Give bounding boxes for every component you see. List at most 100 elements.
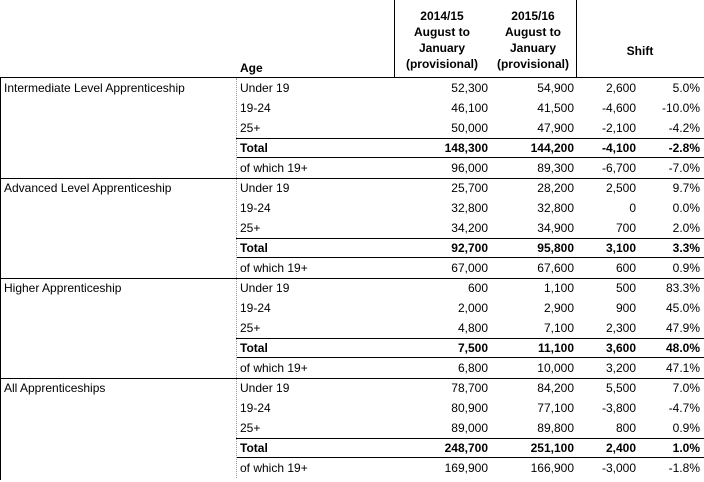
age-cell: Total [240,241,268,255]
value-2014-cell: 600 [467,281,488,295]
age-cell: Total [240,441,268,455]
value-2014-cell: 46,100 [451,101,488,115]
shift-cell: -6,700 [601,161,636,175]
age-cell: 25+ [240,421,261,435]
shift-pct-cell: -7.0% [668,161,700,175]
col-2015-line1: 2015/16 [511,9,555,23]
value-2014-cell: 92,700 [451,241,488,255]
age-cell: 19-24 [240,201,271,215]
value-2014-cell: 248,700 [444,441,488,455]
table-row: 25+ 89,000 89,800 800 0.9% [0,418,704,438]
shift-pct-cell: 0.9% [672,421,700,435]
value-2014-cell: 34,200 [451,221,488,235]
age-cell: of which 19+ [240,261,308,275]
shift-cell: -4,100 [601,141,636,155]
shift-pct-cell: 0.9% [672,261,700,275]
shift-cell: 3,600 [605,341,636,355]
table-row: All Apprenticeships Under 19 78,700 84,200 5… [0,378,704,398]
shift-pct-cell: -2.8% [668,141,700,155]
table-row: 19-24 46,100 41,500 -4,600 -10.0% [0,98,704,118]
total-top-rule [236,138,704,139]
value-2014-cell: 96,000 [451,161,488,175]
value-2014-cell: 7,500 [457,341,488,355]
table-row: Higher Apprenticeship Under 19 600 1,100 500… [0,278,704,298]
col-2015-header: 2015/16 August to January (provisional) [490,8,576,72]
level-label: Intermediate Level Apprenticeship [4,81,185,95]
shift-pct-cell: 7.0% [672,381,700,395]
shift-cell: -4,600 [601,101,636,115]
table-row: Total 248,700 251,100 2,400 1.0% [0,438,704,458]
value-2015-cell: 166,900 [530,461,574,475]
table-row: Intermediate Level Apprenticeship Under 1… [0,78,704,98]
value-2014-cell: 52,300 [451,81,488,95]
header-right-border [576,0,577,78]
col-2014-line3: January [418,41,466,55]
total-bottom-rule [236,457,704,458]
shift-cell: 900 [615,301,636,315]
col-2014-line2: August to [414,25,470,39]
shift-pct-cell: -10.0% [661,101,700,115]
shift-pct-cell: 45.0% [665,301,700,315]
value-2014-cell: 80,900 [451,401,488,415]
shift-pct-cell: 47.9% [665,321,700,335]
value-2015-cell: 77,100 [537,401,574,415]
shift-cell: -2,100 [601,121,636,135]
table-row: 25+ 34,200 34,900 700 2.0% [0,218,704,238]
shift-pct-cell: 2.0% [672,221,700,235]
total-top-rule [236,238,704,239]
value-2015-cell: 1,100 [543,281,574,295]
col-2015-line3: January [509,41,557,55]
shift-header: Shift [626,44,654,58]
age-cell: Under 19 [240,281,290,295]
shift-cell: 700 [615,221,636,235]
group-divider [0,278,704,279]
shift-cell: 2,300 [605,321,636,335]
table-row: of which 19+ 67,000 67,600 600 0.9% [0,258,704,278]
value-2014-cell: 78,700 [451,381,488,395]
table-left-border [0,78,1,480]
shift-cell: 2,600 [605,81,636,95]
total-bottom-rule [236,157,704,158]
table-row: Total 7,500 11,100 3,600 48.0% [0,338,704,358]
level-label: Advanced Level Apprenticeship [4,181,172,195]
shift-pct-cell: 83.3% [665,281,700,295]
value-2015-cell: 84,200 [537,381,574,395]
col-2015-line4: (provisional) [496,57,569,71]
value-2014-cell: 4,800 [457,321,488,335]
col-2014-line1: 2014/15 [420,9,464,23]
value-2014-cell: 50,000 [451,121,488,135]
level-label: All Apprenticeships [4,381,106,395]
value-2014-cell: 6,800 [457,361,488,375]
age-cell: Under 19 [240,181,290,195]
value-2015-cell: 10,000 [537,361,574,375]
shift-cell: 2,500 [605,181,636,195]
shift-pct-cell: 0.0% [672,201,700,215]
age-cell: of which 19+ [240,461,308,475]
header-bottom-rule [0,77,704,78]
value-2014-cell: 148,300 [444,141,488,155]
value-2015-cell: 89,800 [537,421,574,435]
age-cell: 19-24 [240,101,271,115]
value-2015-cell: 67,600 [537,261,574,275]
age-cell: Total [240,141,268,155]
value-2015-cell: 11,100 [537,341,574,355]
table-row: 19-24 32,800 32,800 0 0.0% [0,198,704,218]
age-cell: 25+ [240,121,261,135]
shift-pct-cell: -1.8% [668,461,700,475]
shift-pct-cell: -4.7% [668,401,700,415]
col-2014-line4: (provisional) [405,57,478,71]
shift-cell: 3,100 [605,241,636,255]
group-divider [0,178,704,179]
value-2014-cell: 2,000 [457,301,488,315]
age-cell: 19-24 [240,301,271,315]
shift-cell: 500 [615,281,636,295]
shift-pct-cell: 5.0% [672,81,700,95]
total-top-rule [236,438,704,439]
table-row: Total 92,700 95,800 3,100 3.3% [0,238,704,258]
age-cell: of which 19+ [240,161,308,175]
shift-cell: 600 [615,261,636,275]
age-header: Age [240,61,263,75]
value-2015-cell: 47,900 [537,121,574,135]
shift-cell: -3,000 [601,461,636,475]
age-cell: of which 19+ [240,361,308,375]
